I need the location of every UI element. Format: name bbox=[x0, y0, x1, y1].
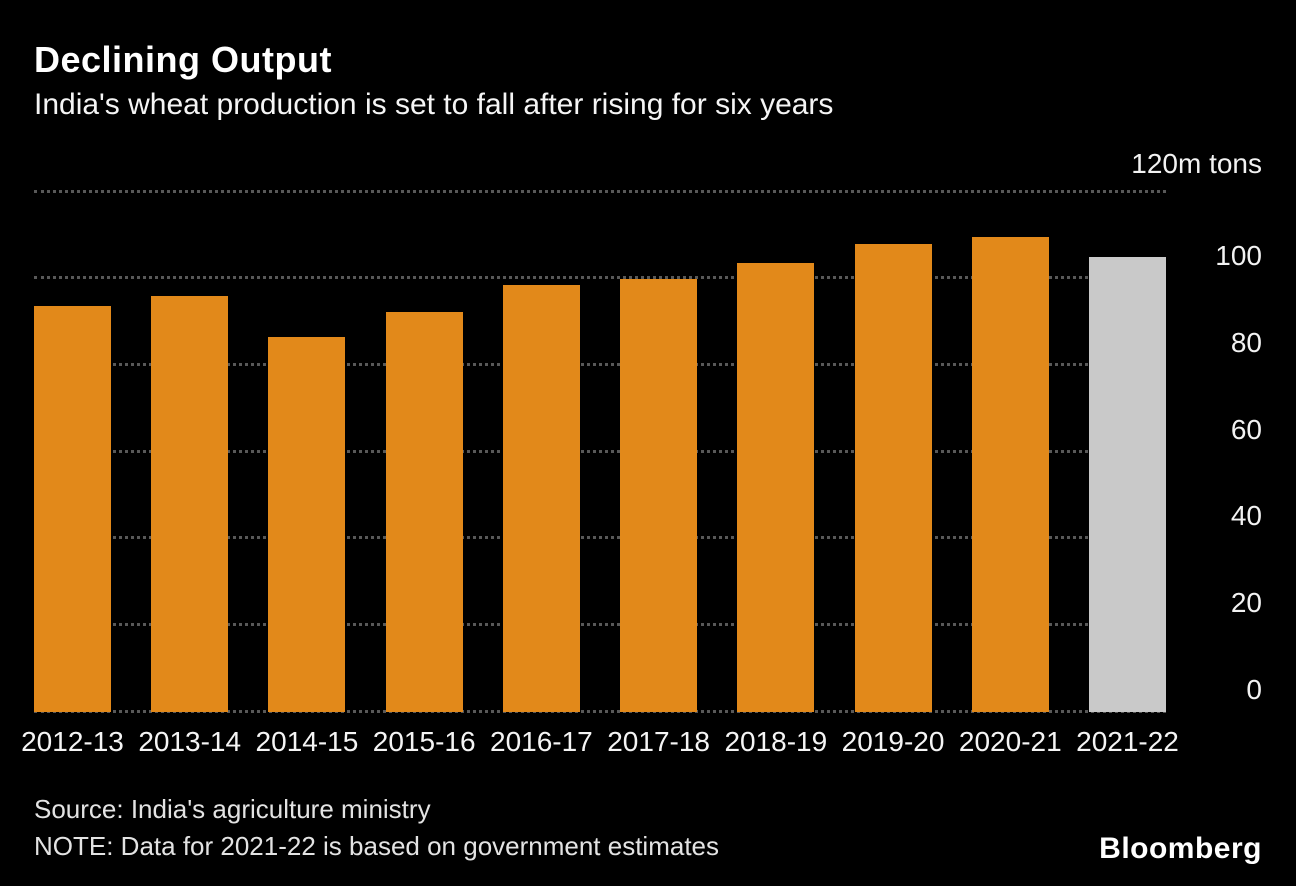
bar-2014-15 bbox=[268, 336, 346, 712]
x-tick-label: 2019-20 bbox=[841, 725, 945, 757]
chart: 120m tons 0 20 40 60 80 100 2012-13 2013-14 201… bbox=[21, 147, 1262, 768]
y-axis-unit-label: 120m tons bbox=[1131, 147, 1262, 179]
x-tick-label: 2013-14 bbox=[138, 725, 242, 757]
gridline bbox=[34, 362, 1166, 366]
gridline bbox=[34, 536, 1166, 540]
gridline bbox=[34, 709, 1166, 713]
y-tick-label: 40 bbox=[1230, 500, 1262, 532]
x-tick-label: 2012-13 bbox=[21, 725, 124, 757]
gridline bbox=[34, 276, 1166, 280]
x-tick-label: 2020-21 bbox=[958, 725, 1062, 757]
x-tick-label: 2021-22 bbox=[1076, 725, 1179, 757]
gridline bbox=[34, 189, 1166, 193]
bar-2020-21 bbox=[971, 236, 1049, 712]
gridline bbox=[34, 449, 1166, 453]
x-tick-label: 2015-16 bbox=[372, 725, 476, 757]
source-text: Source: India's agriculture ministry bbox=[34, 793, 431, 824]
bar-2013-14 bbox=[151, 296, 229, 712]
chart-title: Declining Output bbox=[34, 39, 332, 80]
bar-2019-20 bbox=[854, 244, 932, 712]
y-tick-label: 0 bbox=[1246, 673, 1262, 705]
gridline bbox=[34, 622, 1166, 626]
x-tick-label: 2018-19 bbox=[724, 725, 828, 757]
chart-subtitle: India's wheat production is set to fall … bbox=[34, 87, 834, 121]
x-tick-label: 2014-15 bbox=[255, 725, 359, 757]
note-text: NOTE: Data for 2021-22 is based on gover… bbox=[34, 830, 720, 861]
x-tick-label: 2017-18 bbox=[607, 725, 710, 757]
y-tick-label: 100 bbox=[1215, 240, 1262, 272]
footer: Source: India's agriculture ministry NOT… bbox=[34, 793, 1262, 865]
bar-2015-16 bbox=[385, 311, 463, 712]
y-tick-label: 20 bbox=[1230, 586, 1262, 618]
bar-2012-13 bbox=[34, 306, 111, 712]
bar-2021-22 bbox=[1089, 256, 1166, 712]
bloomberg-logo: Bloomberg bbox=[1099, 831, 1262, 865]
y-tick-label: 60 bbox=[1230, 413, 1262, 445]
bar-2018-19 bbox=[737, 262, 815, 712]
y-tick-label: 80 bbox=[1230, 326, 1262, 358]
x-tick-label: 2016-17 bbox=[489, 725, 593, 757]
bar-2017-18 bbox=[620, 278, 698, 712]
plot-area: 0 20 40 60 80 100 bbox=[34, 189, 1262, 713]
x-axis: 2012-13 2013-14 2014-15 2015-16 2016-17 2017-… bbox=[21, 725, 1179, 768]
bar-2016-17 bbox=[502, 284, 580, 712]
